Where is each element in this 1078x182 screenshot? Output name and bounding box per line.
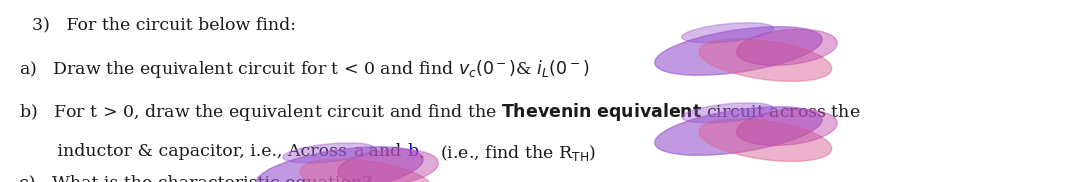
Text: b: b xyxy=(407,143,418,160)
Text: a)   Draw the equivalent circuit for t < 0 and find $\mathit{v}_c(0^-)$& $\mathi: a) Draw the equivalent circuit for t < 0… xyxy=(19,58,590,80)
Ellipse shape xyxy=(300,159,433,182)
Text: and: and xyxy=(363,143,407,160)
Text: a: a xyxy=(353,143,363,160)
Ellipse shape xyxy=(681,23,774,43)
Ellipse shape xyxy=(654,107,823,155)
Ellipse shape xyxy=(654,27,823,75)
Text: inductor & capacitor, i.e., Across: inductor & capacitor, i.e., Across xyxy=(19,143,353,160)
Ellipse shape xyxy=(337,149,439,182)
Ellipse shape xyxy=(736,109,838,145)
Text: b)   For t > 0, draw the equivalent circuit and find the $\mathbf{Thevenin\ equi: b) For t > 0, draw the equivalent circui… xyxy=(19,101,861,123)
Ellipse shape xyxy=(699,119,832,161)
Ellipse shape xyxy=(699,39,832,81)
Ellipse shape xyxy=(255,147,424,182)
Text: .   (i.e., find the R$_{\rm TH}$): . (i.e., find the R$_{\rm TH}$) xyxy=(418,143,596,163)
Text: 3)   For the circuit below find:: 3) For the circuit below find: xyxy=(32,16,296,33)
Ellipse shape xyxy=(282,143,375,163)
Ellipse shape xyxy=(681,103,774,123)
Ellipse shape xyxy=(736,29,838,65)
Text: c)   What is the characteristic equation?: c) What is the characteristic equation? xyxy=(19,175,372,182)
